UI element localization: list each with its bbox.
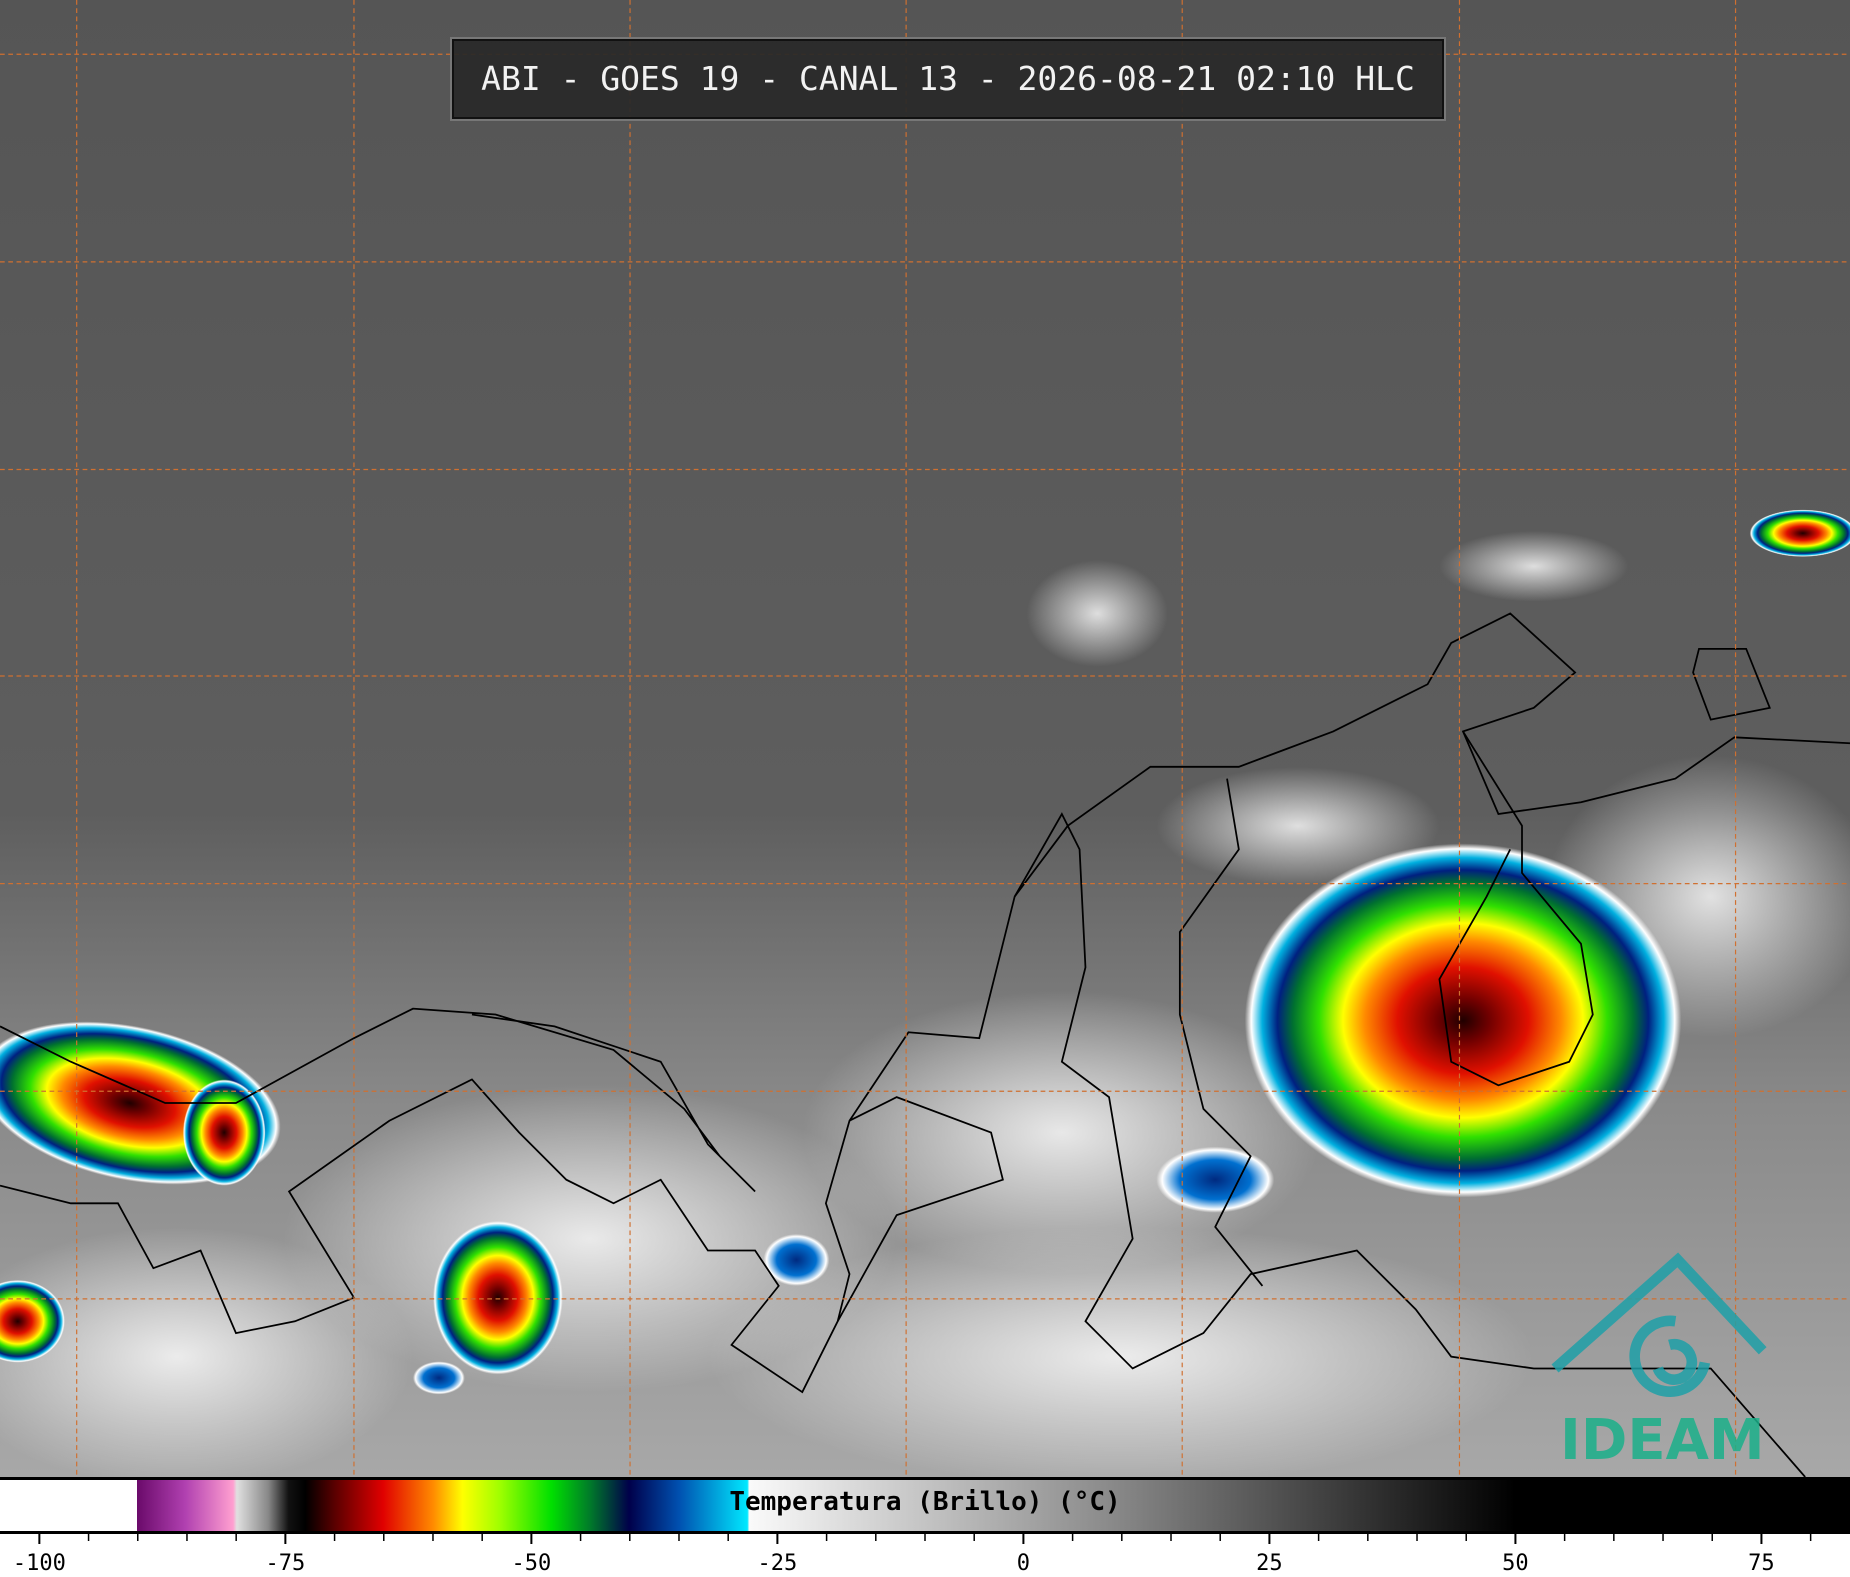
tick-label: 50 xyxy=(1502,1551,1529,1576)
image-title: ABI - GOES 19 - CANAL 13 - 2026-08-21 02… xyxy=(452,39,1444,119)
colorbar xyxy=(0,1477,1850,1534)
tick-label: -50 xyxy=(512,1551,552,1576)
clouds xyxy=(0,530,1850,1477)
tick-label: 75 xyxy=(1748,1551,1775,1576)
logo-text: IDEAM xyxy=(1560,1408,1765,1473)
coastlines xyxy=(0,612,1850,1477)
tick-label: -75 xyxy=(265,1551,305,1576)
satellite-map xyxy=(0,0,1850,1477)
graticule xyxy=(0,0,1850,1477)
colorbar-label: Temperatura (Brillo) (°C) xyxy=(729,1487,1121,1517)
logo-mark xyxy=(1551,1252,1767,1397)
tick-label: -100 xyxy=(13,1551,66,1576)
tick-label: -25 xyxy=(758,1551,798,1576)
colorbar-axis: -100 -75 -50 -25 0 25 50 75 xyxy=(13,1534,1812,1576)
tick-label: 25 xyxy=(1256,1551,1283,1576)
tick-label: 0 xyxy=(1017,1551,1030,1576)
storms xyxy=(0,509,1850,1395)
